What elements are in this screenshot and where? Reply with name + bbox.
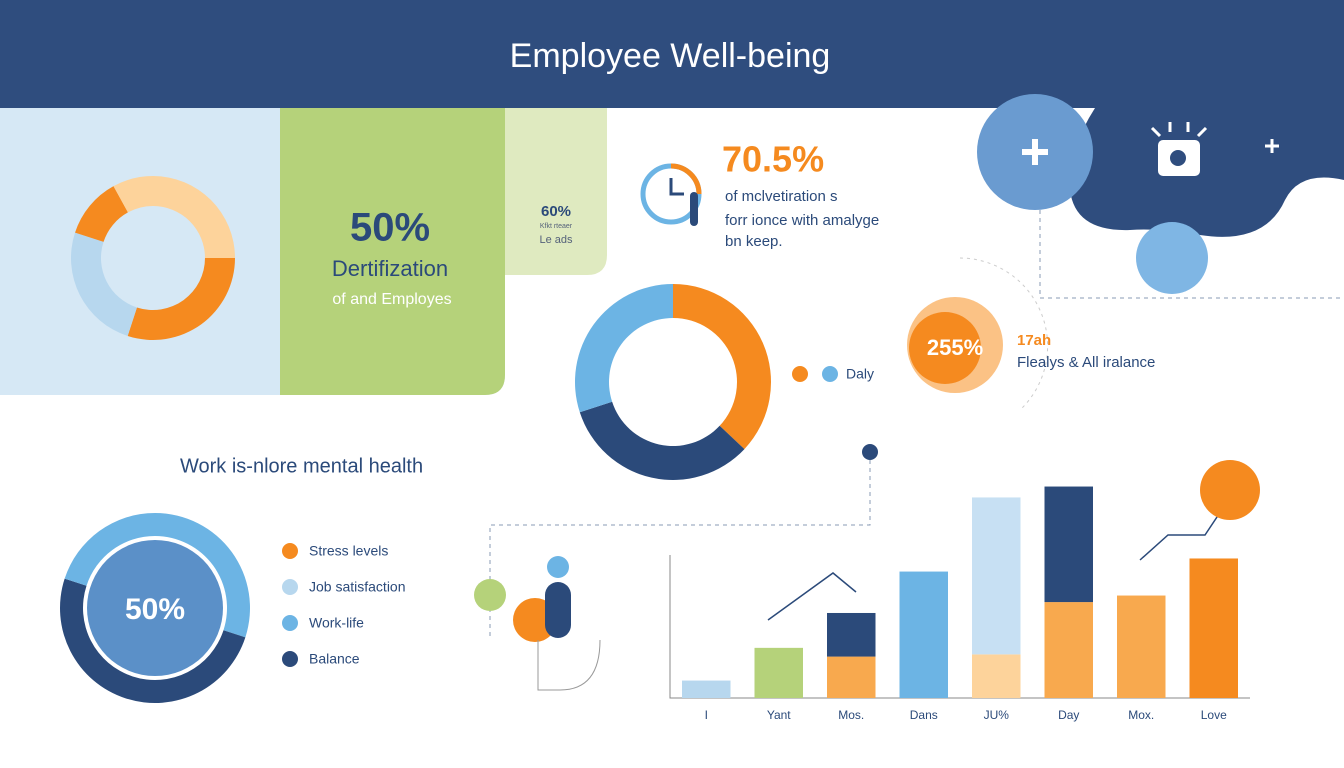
clock-arc	[670, 163, 702, 195]
icon-dot	[1170, 150, 1186, 166]
header-bar	[0, 0, 1344, 108]
bar	[754, 647, 803, 698]
legend-label: Stress levels	[309, 543, 388, 559]
legend-dot	[822, 366, 838, 382]
bar	[1044, 486, 1093, 603]
pie-center-label: 50%	[125, 593, 185, 626]
green-panel	[280, 108, 505, 395]
pie-slice	[575, 284, 673, 413]
x-tick-label: Yant	[767, 708, 791, 722]
page-title: Employee Well-being	[510, 37, 831, 75]
blob	[1069, 108, 1344, 237]
legend-dot	[282, 651, 298, 667]
bubble	[1200, 460, 1260, 520]
x-tick-label: Day	[1058, 708, 1079, 722]
pie-core	[87, 540, 223, 676]
trend-line	[1139, 504, 1226, 561]
legend-label: Balance	[309, 651, 360, 667]
pie-slice	[579, 401, 745, 480]
pie-slice	[71, 232, 137, 336]
pie-slice	[64, 513, 155, 586]
x-tick-label: Mos.	[838, 708, 864, 722]
figure	[690, 192, 698, 226]
legend-label: Daly	[846, 366, 874, 382]
x-tick-label: Dans	[910, 708, 938, 722]
pie-slice	[153, 176, 235, 258]
stat-line: bn keep.	[725, 233, 783, 250]
stat-value: 70.5%	[722, 139, 824, 180]
node	[862, 444, 878, 460]
badge-value: 255%	[927, 335, 983, 360]
mini-panel	[505, 108, 607, 275]
bubble	[474, 579, 506, 611]
card-subtitle: of and Employes	[332, 291, 451, 308]
bar	[682, 680, 731, 698]
pie-slice	[113, 176, 153, 213]
plus-icon	[1265, 139, 1279, 153]
legend-dot	[282, 543, 298, 559]
card-title: Dertifization	[332, 256, 448, 281]
plus-icon	[1022, 139, 1048, 165]
stat-line: of mclvetiration s	[725, 188, 838, 205]
bar	[899, 571, 948, 698]
bar	[972, 497, 1021, 655]
card-value: 50%	[350, 206, 430, 250]
x-tick-label: Mox.	[1128, 708, 1154, 722]
person-head	[547, 556, 569, 578]
mini-caption: Le ads	[539, 234, 573, 246]
section-title: Work is-nlore mental health	[180, 455, 423, 477]
pie-slice	[75, 186, 128, 242]
badge-title: 17ah	[1017, 332, 1051, 349]
person-body	[545, 582, 571, 638]
dashed-line	[1039, 210, 1344, 299]
badge-core	[909, 312, 981, 384]
x-tick-label: I	[705, 708, 708, 722]
badge-caption: Flealys & All iralance	[1017, 354, 1155, 371]
pie-slice	[60, 578, 246, 703]
mini-note: Kfkt rteaer	[540, 223, 573, 230]
mini-value: 60%	[541, 203, 571, 220]
bubble	[1136, 222, 1208, 294]
connector	[537, 639, 601, 691]
dashed-arc	[959, 257, 1049, 411]
x-tick-label: Love	[1201, 708, 1227, 722]
legend-dot	[282, 579, 298, 595]
legend-label: Work-life	[309, 615, 364, 631]
bar	[827, 656, 876, 698]
legend-dot	[282, 615, 298, 631]
pie-slice	[673, 284, 771, 450]
stat-line: forr ionce with amalyge	[725, 212, 879, 229]
bar	[972, 654, 1021, 698]
icon-rays	[1150, 122, 1208, 138]
x-tick-label: JU%	[984, 708, 1010, 722]
bar	[1044, 602, 1093, 698]
legend-label: Job satisfaction	[309, 579, 406, 595]
bar	[827, 612, 876, 657]
clock-hands	[669, 178, 684, 196]
pie-slice	[155, 513, 251, 638]
bar	[1117, 595, 1166, 698]
legend-dot	[792, 366, 808, 382]
bar	[1189, 558, 1238, 698]
trend-line	[767, 572, 857, 621]
pie-slice	[127, 258, 235, 340]
